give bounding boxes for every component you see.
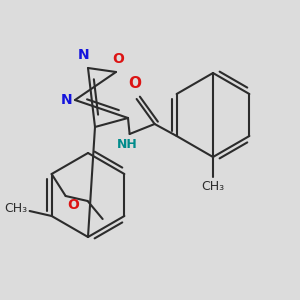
Text: N: N: [78, 48, 90, 62]
Text: O: O: [128, 76, 141, 91]
Text: CH₃: CH₃: [201, 180, 225, 193]
Text: N: N: [61, 93, 73, 107]
Text: NH: NH: [117, 138, 138, 151]
Text: O: O: [68, 198, 80, 212]
Text: O: O: [112, 52, 124, 66]
Text: CH₃: CH₃: [4, 202, 28, 214]
